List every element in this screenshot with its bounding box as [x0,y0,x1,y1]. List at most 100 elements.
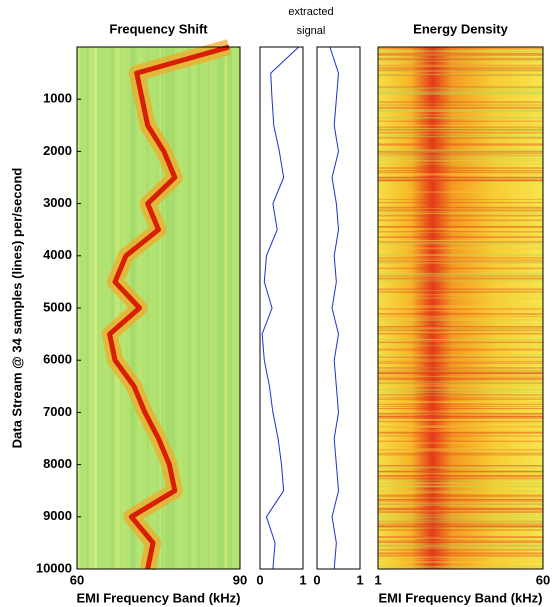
texture [378,54,543,56]
texture [378,406,543,407]
y-axis-label: Data Stream @ 34 samples (lines) per/sec… [9,168,24,449]
texture [227,47,230,569]
texture [378,450,543,452]
texture [378,117,543,119]
texture [378,127,543,130]
texture [378,377,543,379]
texture [378,367,543,369]
texture [378,535,543,538]
texture [378,152,543,154]
texture [378,70,543,72]
texture [378,50,543,52]
texture [221,47,224,569]
texture [378,524,543,527]
texture [378,120,543,122]
texture [378,261,543,263]
texture [378,555,543,557]
texture [378,327,543,329]
texture [378,358,543,360]
texture [378,543,543,545]
texture [378,536,543,538]
texture [378,176,543,179]
texture [378,419,543,421]
texture [378,360,543,363]
texture [378,369,543,371]
texture [378,536,543,539]
texture [378,132,543,134]
texture [378,136,543,138]
x-tick-label: 1 [299,572,306,587]
texture [378,401,543,403]
texture [378,381,543,382]
texture [378,53,543,55]
texture [378,328,543,330]
texture [378,516,543,519]
texture [378,254,543,256]
texture [197,47,200,569]
texture [378,128,543,131]
texture [378,485,543,487]
texture [378,248,543,250]
texture [378,492,543,494]
texture [378,440,543,442]
texture [378,144,543,146]
texture [159,47,162,569]
texture [378,384,543,386]
texture [378,511,543,513]
x-tick-label: 60 [70,572,84,587]
texture [378,349,543,351]
texture [378,294,543,296]
texture [378,133,543,135]
x-tick-label: 60 [536,572,550,587]
texture [224,47,228,569]
texture [378,91,543,93]
texture [378,398,543,400]
texture [378,553,543,555]
texture [173,47,175,569]
texture [117,47,121,569]
texture [378,375,543,378]
texture [378,536,543,538]
texture [94,47,97,569]
texture [378,259,543,261]
texture [378,545,543,547]
texture [378,331,543,333]
texture [86,47,89,569]
texture [146,47,149,569]
texture [180,47,182,569]
texture [378,259,543,262]
texture [378,424,543,426]
texture [378,239,543,242]
texture [378,50,543,53]
texture [378,449,543,451]
texture [378,389,543,391]
texture [378,340,543,342]
texture [378,540,543,542]
texture [378,470,543,473]
texture [378,73,543,76]
texture [378,257,543,259]
texture [378,470,543,473]
line [329,46,339,570]
texture [378,316,543,318]
plot-frame [377,46,544,570]
x-tick-label: 0 [313,572,320,587]
texture [378,454,543,456]
texture [378,247,543,249]
texture [217,47,220,569]
texture [378,503,543,505]
texture [378,419,543,421]
texture [378,92,543,94]
texture [378,70,543,72]
texture [378,262,543,264]
texture [378,537,543,539]
texture [378,226,543,228]
texture [378,540,543,542]
texture [378,109,543,111]
texture [378,167,543,169]
y-tick-label: 7000 [43,404,72,419]
texture [378,57,543,59]
texture [378,372,543,374]
texture [378,529,543,531]
plot-frame [316,46,361,570]
